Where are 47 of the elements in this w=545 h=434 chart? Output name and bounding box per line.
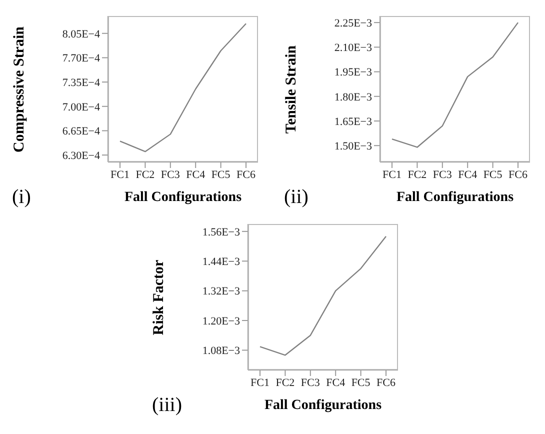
x-tick-label: FC5 (211, 168, 231, 181)
y-tick-label: 6.65E−4 (62, 126, 100, 138)
y-tick-label: 1.20E−3 (202, 315, 240, 328)
x-axis-title: Fall Configurations (123, 190, 243, 206)
x-tick-label: FC2 (408, 168, 427, 181)
x-tick-label: FC4 (326, 376, 346, 389)
y-tick-label: 2.25E−3 (334, 17, 372, 30)
text: (ii) (284, 186, 308, 209)
x-tick-label: FC4 (186, 168, 206, 181)
y-axis-title: Tensile Strain (284, 44, 300, 134)
y-tick-label: 1.56E−3 (202, 226, 240, 238)
y-tick-label: 1.32E−3 (202, 286, 240, 298)
x-tick-label: FC3 (160, 168, 180, 181)
y-tick-label: 2.10E−3 (334, 42, 372, 54)
x-tick-label: FC3 (432, 168, 452, 181)
x-tick-label: FC6 (236, 168, 256, 181)
x-axis-title: Fall Configurations (395, 190, 515, 206)
line-series (259, 236, 387, 356)
y-tick-label: 6.30E−4 (62, 150, 100, 162)
y-tick-label: 7.00E−4 (62, 101, 100, 114)
x-tick-label: FC2 (136, 168, 155, 181)
x-tick-label: FC2 (276, 376, 295, 389)
x-tick-label: FC3 (300, 376, 320, 389)
y-tick-label: 1.08E−3 (202, 345, 240, 358)
y-tick-label: 1.80E−3 (334, 91, 372, 104)
y-tick-label: 7.35E−4 (62, 76, 100, 89)
y-tick-label: 1.65E−3 (334, 116, 372, 128)
x-tick-label: FC1 (250, 376, 270, 389)
x-axis-title: Fall Configurations (263, 398, 383, 414)
x-tick-label: FC5 (351, 376, 371, 389)
x-tick-label: FC6 (508, 168, 528, 181)
x-tick-label: FC5 (483, 168, 503, 181)
y-tick-label: 1.95E−3 (334, 66, 372, 79)
y-tick-label: 1.44E−3 (202, 256, 240, 268)
x-tick-label: FC1 (382, 168, 402, 181)
text: (i) (12, 186, 31, 209)
y-tick-label: 7.70E−4 (62, 52, 100, 65)
y-tick-label: 1.50E−3 (334, 140, 372, 152)
y-axis-title: Compressive Strain (12, 26, 28, 152)
line-series (391, 22, 519, 148)
line-series (119, 23, 247, 152)
y-axis-title: Risk Factor (152, 259, 168, 335)
x-tick-label: FC1 (110, 168, 130, 181)
text: (iii) (152, 394, 182, 417)
y-tick-label: 8.05E−4 (62, 28, 100, 40)
x-tick-label: FC6 (376, 376, 396, 389)
x-tick-label: FC4 (458, 168, 478, 181)
